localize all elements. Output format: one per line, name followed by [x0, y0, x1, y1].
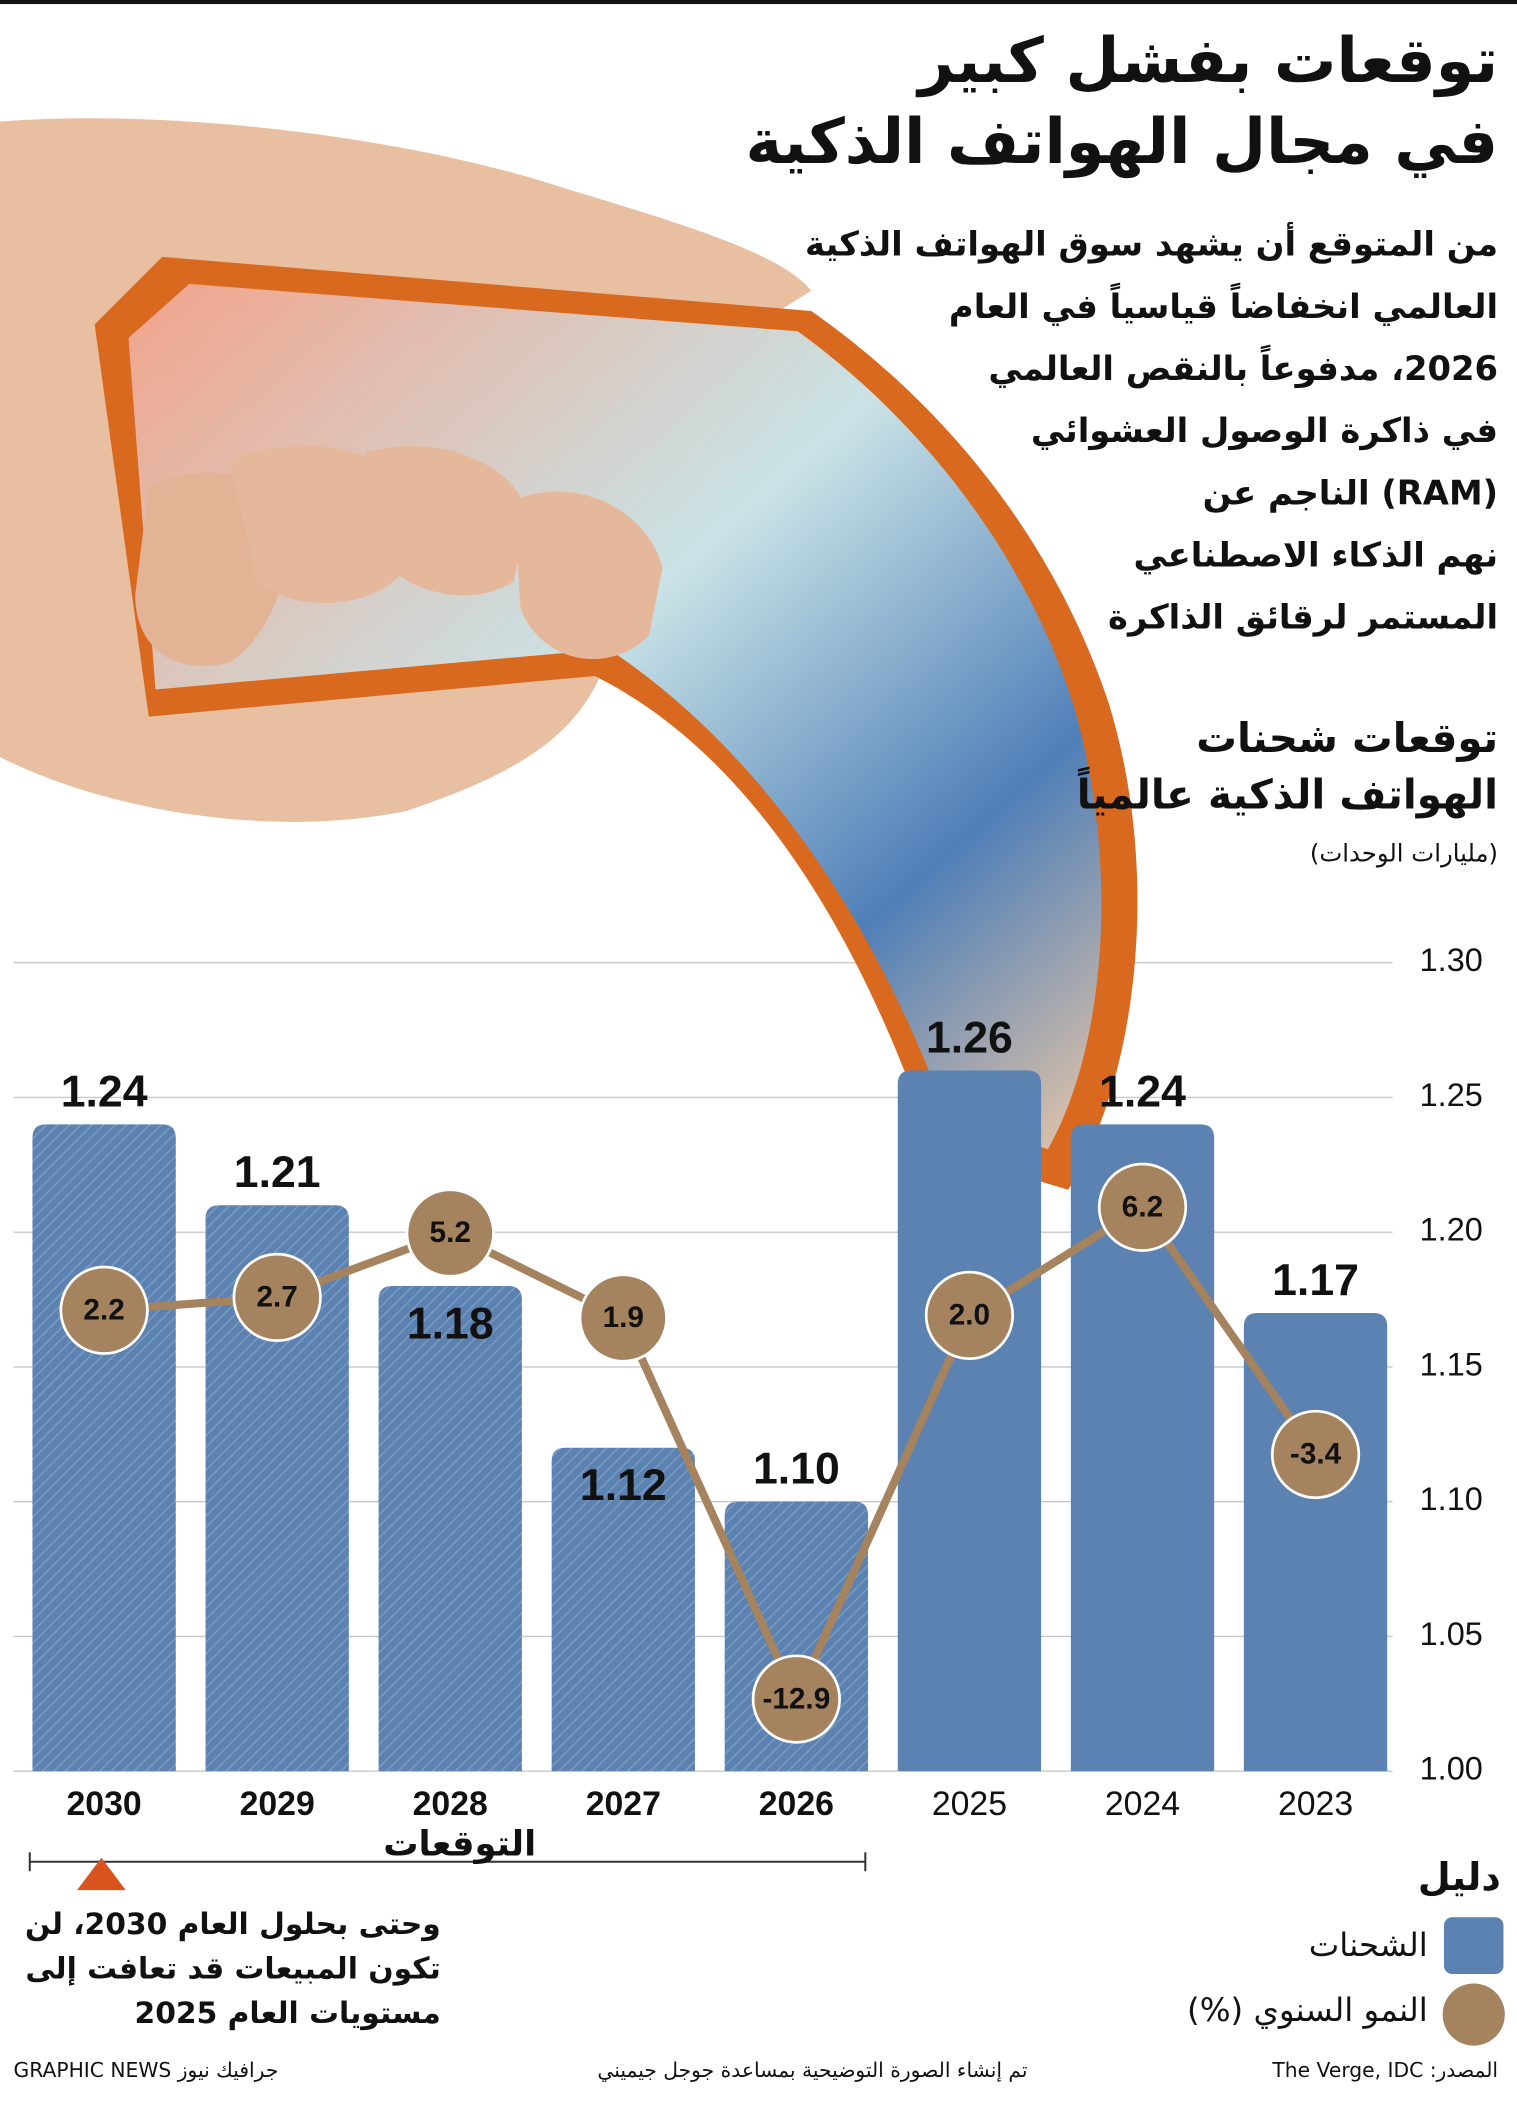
growth-point [405, 1188, 495, 1278]
x-tick-label: 2025 [932, 1785, 1007, 1823]
header: توقعات بفشل كبير في مجال الهواتف الذكية [746, 24, 1499, 178]
x-tick-label: 2027 [586, 1785, 661, 1823]
bar-value-label: 1.18 [407, 1299, 494, 1348]
chart-title: الهواتف الذكية عالمياً [1077, 766, 1498, 819]
intro-line: 2026، مدفوعاً بالنقص العالمي [988, 345, 1498, 389]
marker-triangle [77, 1857, 126, 1891]
bar-value-label: 1.21 [234, 1148, 321, 1197]
growth-point [924, 1270, 1015, 1361]
bar-value-label: 1.26 [926, 1013, 1013, 1062]
bar [1243, 1313, 1388, 1772]
bar [551, 1447, 695, 1772]
annotation-line: وحتى بحلول العام 2030، لن [25, 1907, 441, 1942]
forecast-label: التوقعات [383, 1824, 536, 1865]
growth-point [1270, 1409, 1361, 1500]
x-tick-label: 2026 [759, 1785, 834, 1823]
source: المصدر: The Verge, IDC [1271, 2058, 1498, 2082]
credit: تم إنشاء الصورة التوضيحية بمساعدة جوجل ج… [597, 2058, 1027, 2083]
intro-line: من المتوقع أن يشهد سوق الهواتف الذكية [805, 222, 1498, 265]
photo [0, 118, 1138, 1190]
growth-point [232, 1252, 322, 1343]
title-line: في مجال الهواتف الذكية [746, 105, 1499, 178]
y-tick-label: 1.10 [1420, 1481, 1483, 1517]
legend-label: الشحنات [1309, 1926, 1428, 1964]
y-tick-label: 1.25 [1420, 1077, 1483, 1113]
intro-line: المستمر لرقائق الذاكرة [1108, 598, 1498, 638]
growth-label: 2.2 [83, 1293, 124, 1326]
bar-value-label: 1.12 [580, 1461, 667, 1510]
growth-point [59, 1265, 149, 1355]
brand: GRAPHIC NEWS جرافيك نيوز [14, 2058, 279, 2082]
bar [32, 1124, 176, 1772]
x-tick-label: 2028 [413, 1785, 488, 1823]
bar-value-label: 1.10 [753, 1445, 840, 1494]
legend-title: دليل [1418, 1855, 1501, 1899]
intro-line: العالمي انخفاضاً قياسياً في العام [949, 282, 1498, 326]
forecast-bracket: التوقعات [28, 1824, 867, 1872]
bar [378, 1286, 522, 1772]
annotation-line: مستويات العام 2025 [135, 1996, 441, 2031]
growth-label: 6.2 [1122, 1190, 1163, 1223]
annotation-line: تكون المبيعات قد تعافت إلى [25, 1951, 440, 1986]
growth-label: -12.9 [762, 1682, 830, 1715]
growth-label: 1.9 [603, 1301, 644, 1334]
bar-value-label: 1.24 [61, 1067, 148, 1116]
bar [1070, 1124, 1215, 1772]
x-tick-label: 2029 [240, 1785, 315, 1823]
y-tick-label: 1.05 [1420, 1616, 1483, 1652]
intro-line: نهم الذكاء الاصطناعي [1134, 536, 1499, 576]
y-tick-label: 1.20 [1420, 1212, 1483, 1248]
legend-swatch [1442, 1983, 1505, 2046]
x-tick-label: 2024 [1105, 1785, 1180, 1823]
growth-point [578, 1273, 668, 1363]
x-tick-label: 2023 [1278, 1785, 1353, 1823]
bar [205, 1205, 349, 1772]
bar-value-label: 1.17 [1272, 1256, 1359, 1305]
growth-label: 2.7 [257, 1281, 298, 1314]
chart-subtitle: (مليارات الوحدات) [1310, 838, 1498, 867]
intro-line: في ذاكرة الوصول العشوائي [1031, 411, 1498, 451]
y-tick-label: 1.00 [1420, 1751, 1483, 1787]
bar-value-label: 1.24 [1099, 1067, 1186, 1116]
y-tick-label: 1.15 [1420, 1346, 1483, 1382]
bar [897, 1070, 1042, 1772]
legend-swatch [1443, 1917, 1504, 1974]
y-tick-label: 1.30 [1420, 942, 1483, 978]
title-line: توقعات بفشل كبير [915, 24, 1498, 97]
legend-label: النمو السنوي (%) [1187, 1991, 1428, 2029]
growth-label: 5.2 [430, 1216, 471, 1249]
growth-point [751, 1654, 841, 1744]
growth-label: 2.0 [949, 1299, 990, 1332]
intro-line: (RAM) الناجم عن [1203, 473, 1498, 513]
growth-point [1097, 1162, 1188, 1252]
growth-label: -3.4 [1290, 1438, 1342, 1471]
top-rule [0, 0, 1517, 5]
chart-title: توقعات شحنات [1196, 714, 1498, 762]
x-tick-label: 2030 [67, 1785, 142, 1823]
